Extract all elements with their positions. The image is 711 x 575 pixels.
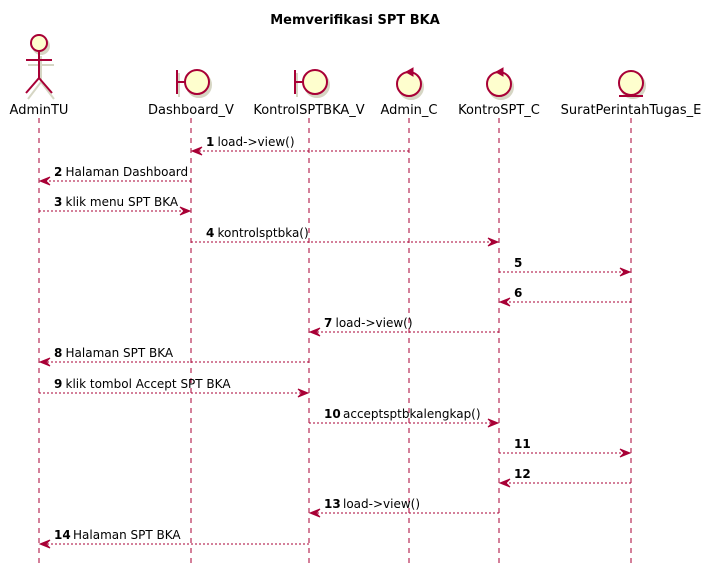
message-number: 11	[514, 437, 531, 451]
message-number: 6	[514, 286, 522, 300]
arrowhead-icon	[308, 508, 321, 518]
arrowhead-icon	[190, 146, 203, 156]
arrowhead-icon	[498, 297, 511, 307]
boundary-icon	[176, 69, 212, 98]
message-number: 8	[54, 346, 62, 360]
message-label: klik menu SPT BKA	[66, 195, 179, 209]
message-number: 4	[206, 226, 214, 240]
message-13: 13 load->view()	[308, 497, 499, 518]
message-label: kontrolsptbka()	[218, 226, 309, 240]
message-label: acceptsptbkalengkap()	[343, 407, 481, 421]
message-number: 13	[324, 497, 341, 511]
message-number: 2	[54, 165, 62, 179]
arrowhead-icon	[38, 539, 51, 549]
message-label: Halaman SPT BKA	[73, 528, 181, 542]
participant-Admin_C: Admin_C	[380, 67, 438, 118]
message-1: 1 load->view()	[190, 135, 409, 156]
message-label: klik tombol Accept SPT BKA	[66, 377, 232, 391]
participant-KontroSPT_C: KontroSPT_C	[458, 67, 540, 118]
message-11: 11	[499, 437, 632, 458]
participant-label-Dashboard_V: Dashboard_V	[148, 103, 234, 118]
participant-AdminTU: AdminTU	[10, 34, 69, 118]
message-number: 7	[324, 316, 332, 330]
arrowhead-icon	[498, 478, 511, 488]
message-label: load->view()	[343, 497, 420, 511]
participants: AdminTU Dashboard_V KontrolSPTBKA_V Admin_C…	[10, 34, 702, 118]
arrowhead-icon	[619, 267, 632, 277]
message-8: 8 Halaman SPT BKA	[38, 346, 309, 367]
message-2: 2 Halaman Dashboard	[38, 165, 191, 186]
participant-label-SuratPerintahTugas_E: SuratPerintahTugas_E	[561, 103, 702, 118]
arrowhead-icon	[179, 206, 192, 216]
arrowhead-icon	[487, 418, 500, 428]
arrowhead-icon	[38, 357, 51, 367]
control-icon	[396, 67, 424, 100]
message-5: 5	[499, 256, 632, 277]
message-7: 7 load->view()	[308, 316, 499, 337]
entity-icon	[618, 70, 646, 99]
message-6: 6	[498, 286, 631, 307]
message-number: 5	[514, 256, 522, 270]
participant-label-KontrolSPTBKA_V: KontrolSPTBKA_V	[253, 103, 364, 118]
arrowhead-icon	[38, 176, 51, 186]
message-10: 10 acceptsptbkalengkap()	[309, 407, 500, 428]
message-12: 12	[498, 467, 631, 488]
message-label: load->view()	[218, 135, 295, 149]
participant-SuratPerintahTugas_E: SuratPerintahTugas_E	[561, 70, 702, 118]
message-3: 3 klik menu SPT BKA	[39, 195, 192, 216]
actor-icon	[25, 34, 55, 100]
participant-label-AdminTU: AdminTU	[10, 103, 69, 118]
message-4: 4 kontrolsptbka()	[191, 226, 500, 247]
message-14: 14 Halaman SPT BKA	[38, 528, 309, 549]
arrowhead-icon	[487, 237, 500, 247]
participant-KontrolSPTBKA_V: KontrolSPTBKA_V	[253, 69, 365, 118]
message-label: Halaman Dashboard	[66, 165, 189, 179]
participant-label-KontroSPT_C: KontroSPT_C	[458, 103, 540, 118]
message-label: load->view()	[336, 316, 413, 330]
lifelines	[38, 118, 632, 565]
arrowhead-icon	[308, 327, 321, 337]
message-number: 14	[54, 528, 71, 542]
control-icon	[486, 67, 514, 100]
arrowhead-icon	[297, 388, 310, 398]
message-number: 9	[54, 377, 62, 391]
arrowhead-icon	[619, 448, 632, 458]
messages: 1 load->view() 2 Halaman Dashboard 3 klik men…	[38, 135, 632, 549]
message-number: 1	[206, 135, 214, 149]
message-number: 12	[514, 467, 531, 481]
participant-Dashboard_V: Dashboard_V	[148, 69, 234, 118]
message-9: 9 klik tombol Accept SPT BKA	[39, 377, 310, 398]
message-number: 3	[54, 195, 62, 209]
message-number: 10	[324, 407, 341, 421]
participant-label-Admin_C: Admin_C	[380, 103, 437, 118]
diagram-title: Memverifikasi SPT BKA	[270, 13, 440, 28]
message-label: Halaman SPT BKA	[66, 346, 174, 360]
boundary-icon	[294, 69, 330, 98]
